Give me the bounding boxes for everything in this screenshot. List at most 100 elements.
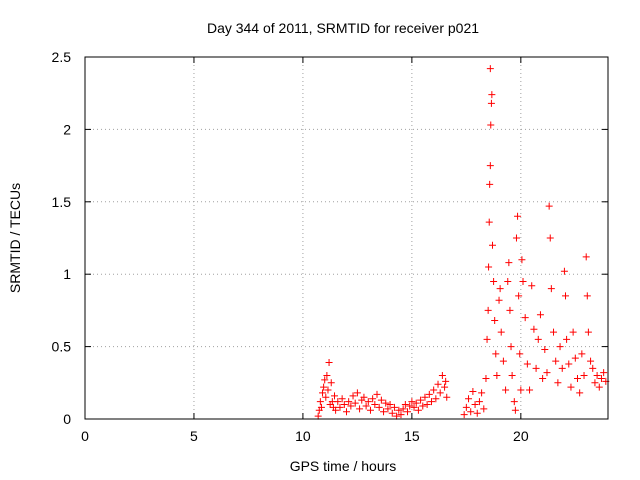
data-point — [583, 292, 591, 300]
tick-labels: 0 5 10 15 20 0 0.5 1 1.5 2 2.5 — [52, 49, 529, 444]
data-point — [580, 372, 588, 380]
data-point — [320, 383, 328, 391]
data-point — [371, 401, 379, 409]
data-point — [600, 369, 608, 377]
data-point — [597, 374, 605, 382]
data-point — [349, 392, 357, 400]
data-point — [563, 335, 571, 343]
data-point — [347, 402, 355, 410]
data-point — [366, 406, 374, 414]
data-point — [543, 369, 551, 377]
axes — [84, 56, 609, 420]
data-point — [534, 335, 542, 343]
data-point — [384, 405, 392, 413]
data-point — [382, 399, 390, 407]
x-tick-label: 15 — [404, 428, 420, 444]
data-point — [408, 398, 416, 406]
data-point — [322, 393, 330, 401]
data-point — [460, 411, 468, 419]
data-point — [369, 395, 377, 403]
data-point — [343, 408, 350, 416]
data-point — [502, 386, 510, 394]
data-point — [519, 277, 527, 285]
data-point — [321, 376, 329, 384]
data-point — [436, 389, 444, 397]
data-point — [345, 398, 353, 406]
data-point — [441, 383, 449, 391]
data-point — [325, 359, 333, 367]
data-point — [471, 401, 479, 409]
y-tick-label: 0 — [63, 411, 71, 427]
data-point — [483, 335, 491, 343]
data-point — [576, 389, 584, 397]
data-point — [442, 377, 450, 385]
data-point — [423, 401, 431, 409]
x-tick-label: 5 — [190, 428, 198, 444]
data-point — [530, 325, 538, 333]
data-point — [351, 399, 359, 407]
data-point — [489, 241, 497, 249]
data-point — [518, 256, 526, 264]
data-point — [491, 317, 499, 325]
data-point — [377, 396, 385, 404]
data-point — [486, 162, 494, 170]
data-point — [499, 357, 507, 365]
data-point — [545, 202, 553, 210]
data-point — [406, 402, 414, 410]
data-point — [488, 91, 496, 99]
data-point — [324, 386, 332, 394]
data-point — [334, 398, 342, 406]
data-point — [323, 372, 331, 380]
y-tick-label: 1 — [63, 266, 71, 282]
data-point — [558, 364, 566, 372]
data-point — [504, 277, 512, 285]
y-tick-label: 2 — [63, 121, 71, 137]
data-point — [591, 379, 599, 387]
data-point — [414, 406, 422, 414]
data-point — [473, 409, 481, 417]
data-point — [562, 292, 570, 300]
x-axis-label: GPS time / hours — [290, 458, 397, 474]
data-point — [338, 395, 346, 403]
data-point — [554, 379, 562, 387]
data-point — [486, 65, 494, 73]
data-point — [375, 403, 383, 411]
data-point — [516, 350, 524, 358]
data-point — [465, 395, 473, 403]
data-point — [515, 292, 523, 300]
data-point — [495, 296, 503, 304]
data-point — [360, 393, 368, 401]
data-point — [314, 412, 322, 420]
data-point — [523, 360, 531, 368]
data-point — [327, 379, 335, 387]
data-point — [404, 408, 412, 416]
data-point — [595, 383, 603, 391]
data-point — [425, 390, 433, 398]
data-point — [507, 343, 515, 351]
data-point — [510, 398, 518, 406]
data-point — [526, 386, 534, 394]
data-point — [517, 386, 525, 394]
data-point — [550, 328, 558, 336]
data-point — [332, 406, 340, 414]
data-point — [508, 372, 516, 380]
data-point — [362, 402, 370, 410]
data-point — [567, 383, 575, 391]
data-point — [485, 218, 493, 226]
data-point — [582, 253, 590, 261]
data-point — [319, 389, 327, 397]
data-point — [417, 396, 425, 404]
y-tick-label: 1.5 — [52, 194, 72, 210]
data-point — [399, 405, 407, 413]
data-point — [552, 357, 560, 365]
plot-frame — [84, 56, 609, 420]
data-point — [340, 401, 348, 409]
data-point — [487, 99, 495, 107]
x-tick-label: 10 — [295, 428, 311, 444]
data-point — [478, 389, 486, 397]
data-point — [506, 306, 514, 314]
data-point — [485, 263, 493, 271]
data-point — [438, 372, 446, 380]
data-point — [434, 380, 442, 388]
data-point — [587, 357, 595, 365]
